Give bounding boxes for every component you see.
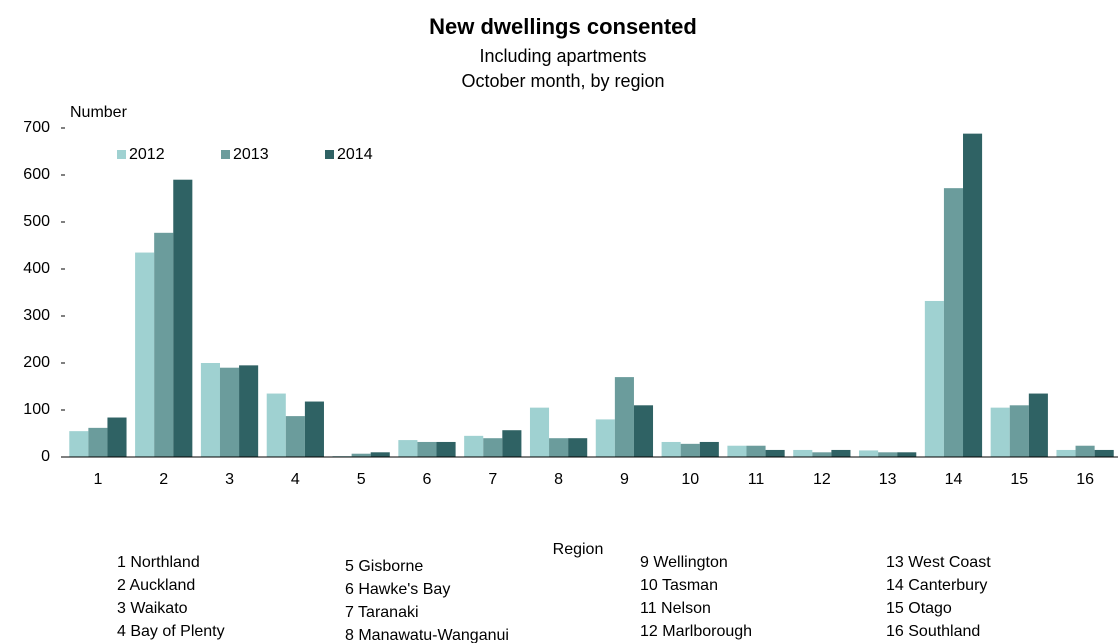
bar [529, 407, 550, 457]
bar [990, 407, 1010, 457]
region-label: 13 West Coast [886, 554, 991, 571]
bar [1009, 405, 1029, 457]
region-label: 3 Waikato [117, 600, 188, 617]
region-label: 5 Gisborne [345, 558, 423, 575]
bar [831, 449, 851, 457]
region-label: 11 Nelson [640, 600, 711, 617]
region-label: 6 Hawke's Bay [345, 581, 450, 598]
bar [266, 393, 286, 457]
bar [859, 450, 879, 457]
bar [219, 367, 240, 457]
bar [924, 300, 944, 457]
bar [633, 405, 654, 457]
legend-swatch [117, 150, 126, 159]
y-tick-label: 400 [23, 260, 50, 277]
x-tick-label: 12 [813, 471, 831, 488]
bar [943, 188, 964, 457]
x-tick-label: 5 [357, 471, 366, 488]
legend-swatch [221, 150, 230, 159]
x-tick-label: 14 [945, 471, 963, 488]
x-tick-label: 1 [93, 471, 102, 488]
x-tick-label: 16 [1076, 471, 1094, 488]
bar [878, 452, 898, 457]
bar [812, 452, 832, 457]
bar [200, 363, 220, 457]
bar [680, 443, 700, 457]
region-label: 4 Bay of Plenty [117, 623, 225, 640]
y-tick-label: 200 [23, 354, 50, 371]
bar [398, 440, 418, 457]
x-tick-label: 13 [879, 471, 897, 488]
region-label: 12 Marlborough [640, 623, 752, 640]
bar [239, 365, 259, 457]
legend-swatch [325, 150, 334, 159]
bar [173, 179, 193, 457]
chart-subtitle: Including apartments [479, 46, 646, 66]
region-label: 8 Manawatu-Wanganui [345, 627, 509, 643]
region-label: 7 Taranaki [345, 604, 419, 621]
y-tick-label: 300 [23, 307, 50, 324]
bar [154, 232, 174, 457]
bar [614, 377, 634, 457]
bar [1094, 449, 1114, 457]
bar [1056, 449, 1076, 457]
bar [417, 441, 437, 457]
bar [107, 417, 127, 457]
x-tick-label: 9 [620, 471, 629, 488]
y-axis-label: Number [70, 104, 128, 121]
bar [595, 419, 615, 457]
region-label: 1 Northland [117, 554, 200, 571]
region-label: 15 Otago [886, 600, 952, 617]
bar [568, 438, 588, 457]
y-tick-label: 700 [23, 119, 50, 136]
bar [88, 427, 108, 457]
region-label: 16 Southland [886, 623, 980, 640]
x-tick-label: 6 [423, 471, 432, 488]
x-tick-label: 15 [1010, 471, 1028, 488]
region-label: 10 Tasman [640, 577, 718, 594]
x-tick-label: 4 [291, 471, 300, 488]
y-tick-label: 0 [41, 448, 50, 465]
bar [502, 430, 522, 457]
bar [464, 435, 484, 457]
bar [69, 431, 89, 457]
bar [549, 438, 569, 457]
bar [793, 449, 813, 457]
x-tick-label: 11 [748, 471, 765, 488]
bar [370, 452, 390, 457]
y-tick-label: 100 [23, 401, 50, 418]
x-tick-label: 2 [159, 471, 168, 488]
region-label: 2 Auckland [117, 577, 195, 594]
bar [285, 416, 305, 457]
bar [765, 449, 785, 457]
x-tick-label: 3 [225, 471, 234, 488]
bar [436, 441, 456, 457]
x-tick-label: 10 [681, 471, 699, 488]
legend-label: 2012 [129, 146, 165, 163]
bar [1028, 393, 1048, 457]
chart-title: New dwellings consented [429, 14, 697, 39]
x-tick-label: 7 [488, 471, 497, 488]
chart-subtitle: October month, by region [461, 71, 664, 91]
bar [699, 441, 719, 457]
bar [1075, 445, 1095, 457]
bar [963, 133, 983, 457]
bar [351, 453, 371, 457]
legend-label: 2014 [337, 146, 373, 163]
bar [661, 441, 681, 457]
bar [304, 401, 324, 457]
region-label: 14 Canterbury [886, 577, 987, 594]
bar [483, 438, 503, 457]
bar [897, 452, 917, 457]
y-tick-label: 500 [23, 213, 50, 230]
x-axis-label: Region [553, 541, 604, 558]
y-tick-label: 600 [23, 166, 50, 183]
bar [135, 252, 155, 457]
bar [746, 445, 766, 457]
region-label: 9 Wellington [640, 554, 728, 571]
x-tick-label: 8 [554, 471, 563, 488]
legend-label: 2013 [233, 146, 269, 163]
bar [727, 445, 747, 457]
